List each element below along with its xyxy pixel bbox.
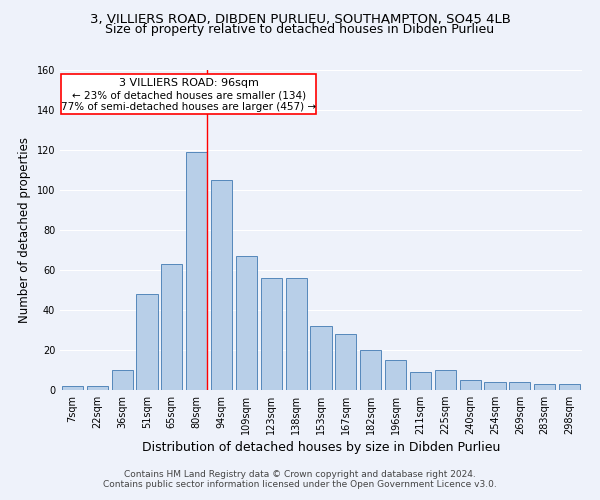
Bar [112, 370, 133, 390]
Bar [484, 382, 506, 390]
Bar [62, 386, 83, 390]
FancyBboxPatch shape [61, 74, 316, 114]
Bar [385, 360, 406, 390]
Bar [509, 382, 530, 390]
Bar [87, 386, 108, 390]
Bar [186, 152, 207, 390]
Bar [410, 372, 431, 390]
Text: Contains public sector information licensed under the Open Government Licence v3: Contains public sector information licen… [103, 480, 497, 489]
Bar [435, 370, 456, 390]
Bar [460, 380, 481, 390]
Bar [335, 334, 356, 390]
Text: 77% of semi-detached houses are larger (457) →: 77% of semi-detached houses are larger (… [61, 102, 316, 112]
Text: ← 23% of detached houses are smaller (134): ← 23% of detached houses are smaller (13… [71, 90, 305, 100]
Text: 3, VILLIERS ROAD, DIBDEN PURLIEU, SOUTHAMPTON, SO45 4LB: 3, VILLIERS ROAD, DIBDEN PURLIEU, SOUTHA… [89, 12, 511, 26]
Bar [161, 264, 182, 390]
Bar [360, 350, 381, 390]
Text: 3 VILLIERS ROAD: 96sqm: 3 VILLIERS ROAD: 96sqm [119, 78, 259, 88]
Bar [211, 180, 232, 390]
X-axis label: Distribution of detached houses by size in Dibden Purlieu: Distribution of detached houses by size … [142, 442, 500, 454]
Y-axis label: Number of detached properties: Number of detached properties [18, 137, 31, 323]
Text: Contains HM Land Registry data © Crown copyright and database right 2024.: Contains HM Land Registry data © Crown c… [124, 470, 476, 479]
Bar [136, 294, 158, 390]
Bar [286, 278, 307, 390]
Bar [559, 384, 580, 390]
Bar [534, 384, 555, 390]
Bar [261, 278, 282, 390]
Bar [310, 326, 332, 390]
Bar [236, 256, 257, 390]
Text: Size of property relative to detached houses in Dibden Purlieu: Size of property relative to detached ho… [106, 22, 494, 36]
